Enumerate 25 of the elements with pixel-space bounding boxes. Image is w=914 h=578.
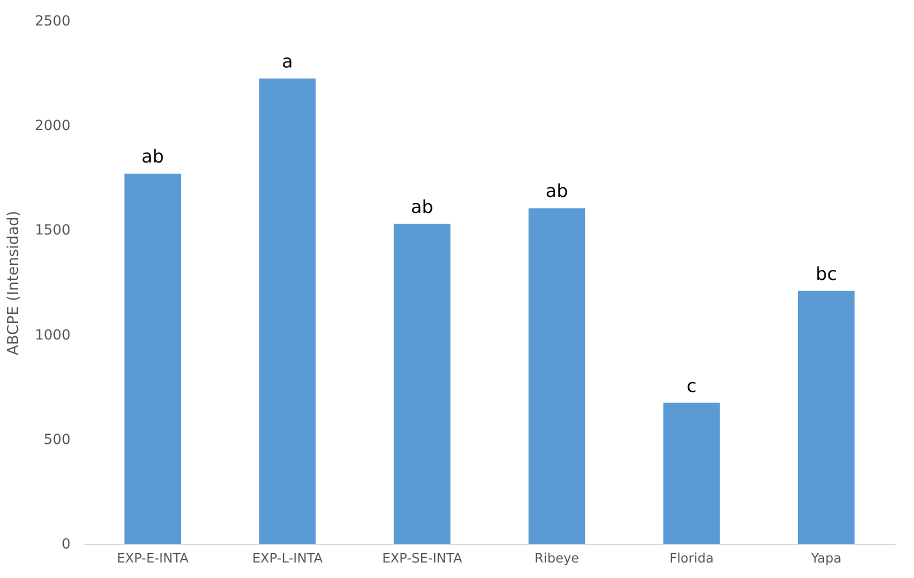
x-tick-label: Ribeye	[534, 552, 580, 566]
y-tick-label: 1000	[34, 327, 70, 344]
x-tick-label: EXP-E-INTA	[116, 552, 189, 566]
annotation: ab	[410, 196, 434, 218]
annotation: c	[686, 376, 697, 397]
annotation: ab	[141, 146, 164, 168]
y-tick-label: 500	[44, 432, 70, 448]
y-tick-label: 0	[62, 536, 70, 552]
y-tick-label: 2000	[34, 118, 70, 134]
annotation: ab	[546, 181, 568, 202]
bar	[798, 290, 855, 544]
x-tick-label: EXP-SE-INTA	[382, 552, 462, 566]
annotation: bc	[816, 264, 837, 285]
bar	[124, 174, 181, 544]
x-tick-label: EXP-L-INTA	[252, 552, 323, 566]
annotation: a	[282, 52, 293, 73]
bar	[394, 224, 450, 544]
bar	[259, 78, 316, 544]
y-tick-label: 2500	[34, 14, 70, 30]
bar	[528, 208, 586, 544]
y-axis-title: ABCPE (Intensidad)	[4, 210, 22, 356]
bar	[663, 402, 720, 544]
x-tick-label: Florida	[669, 552, 714, 566]
y-tick-label: 1500	[34, 222, 70, 239]
x-tick-label: Yapa	[810, 552, 842, 566]
